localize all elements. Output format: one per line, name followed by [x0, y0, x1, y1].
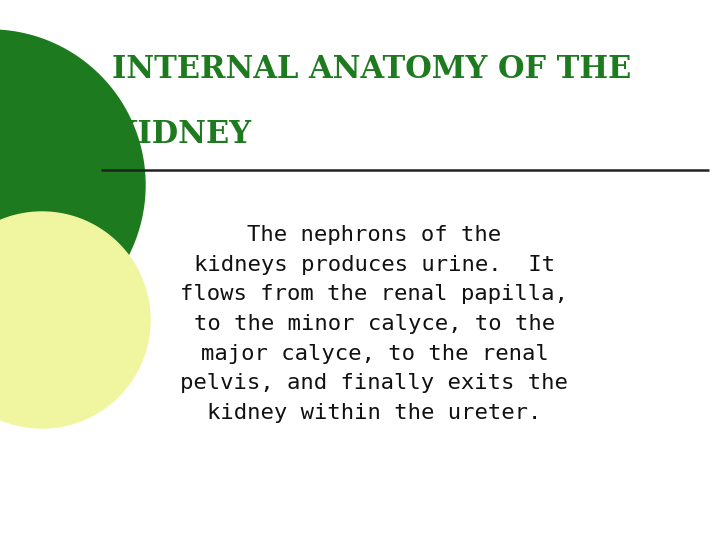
Text: The nephrons of the
kidneys produces urine.  It
flows from the renal papilla,
to: The nephrons of the kidneys produces uri… [181, 225, 568, 423]
Text: INTERNAL ANATOMY OF THE: INTERNAL ANATOMY OF THE [112, 54, 631, 85]
Text: KIDNEY: KIDNEY [112, 119, 252, 150]
Polygon shape [0, 30, 145, 340]
Polygon shape [0, 212, 150, 428]
